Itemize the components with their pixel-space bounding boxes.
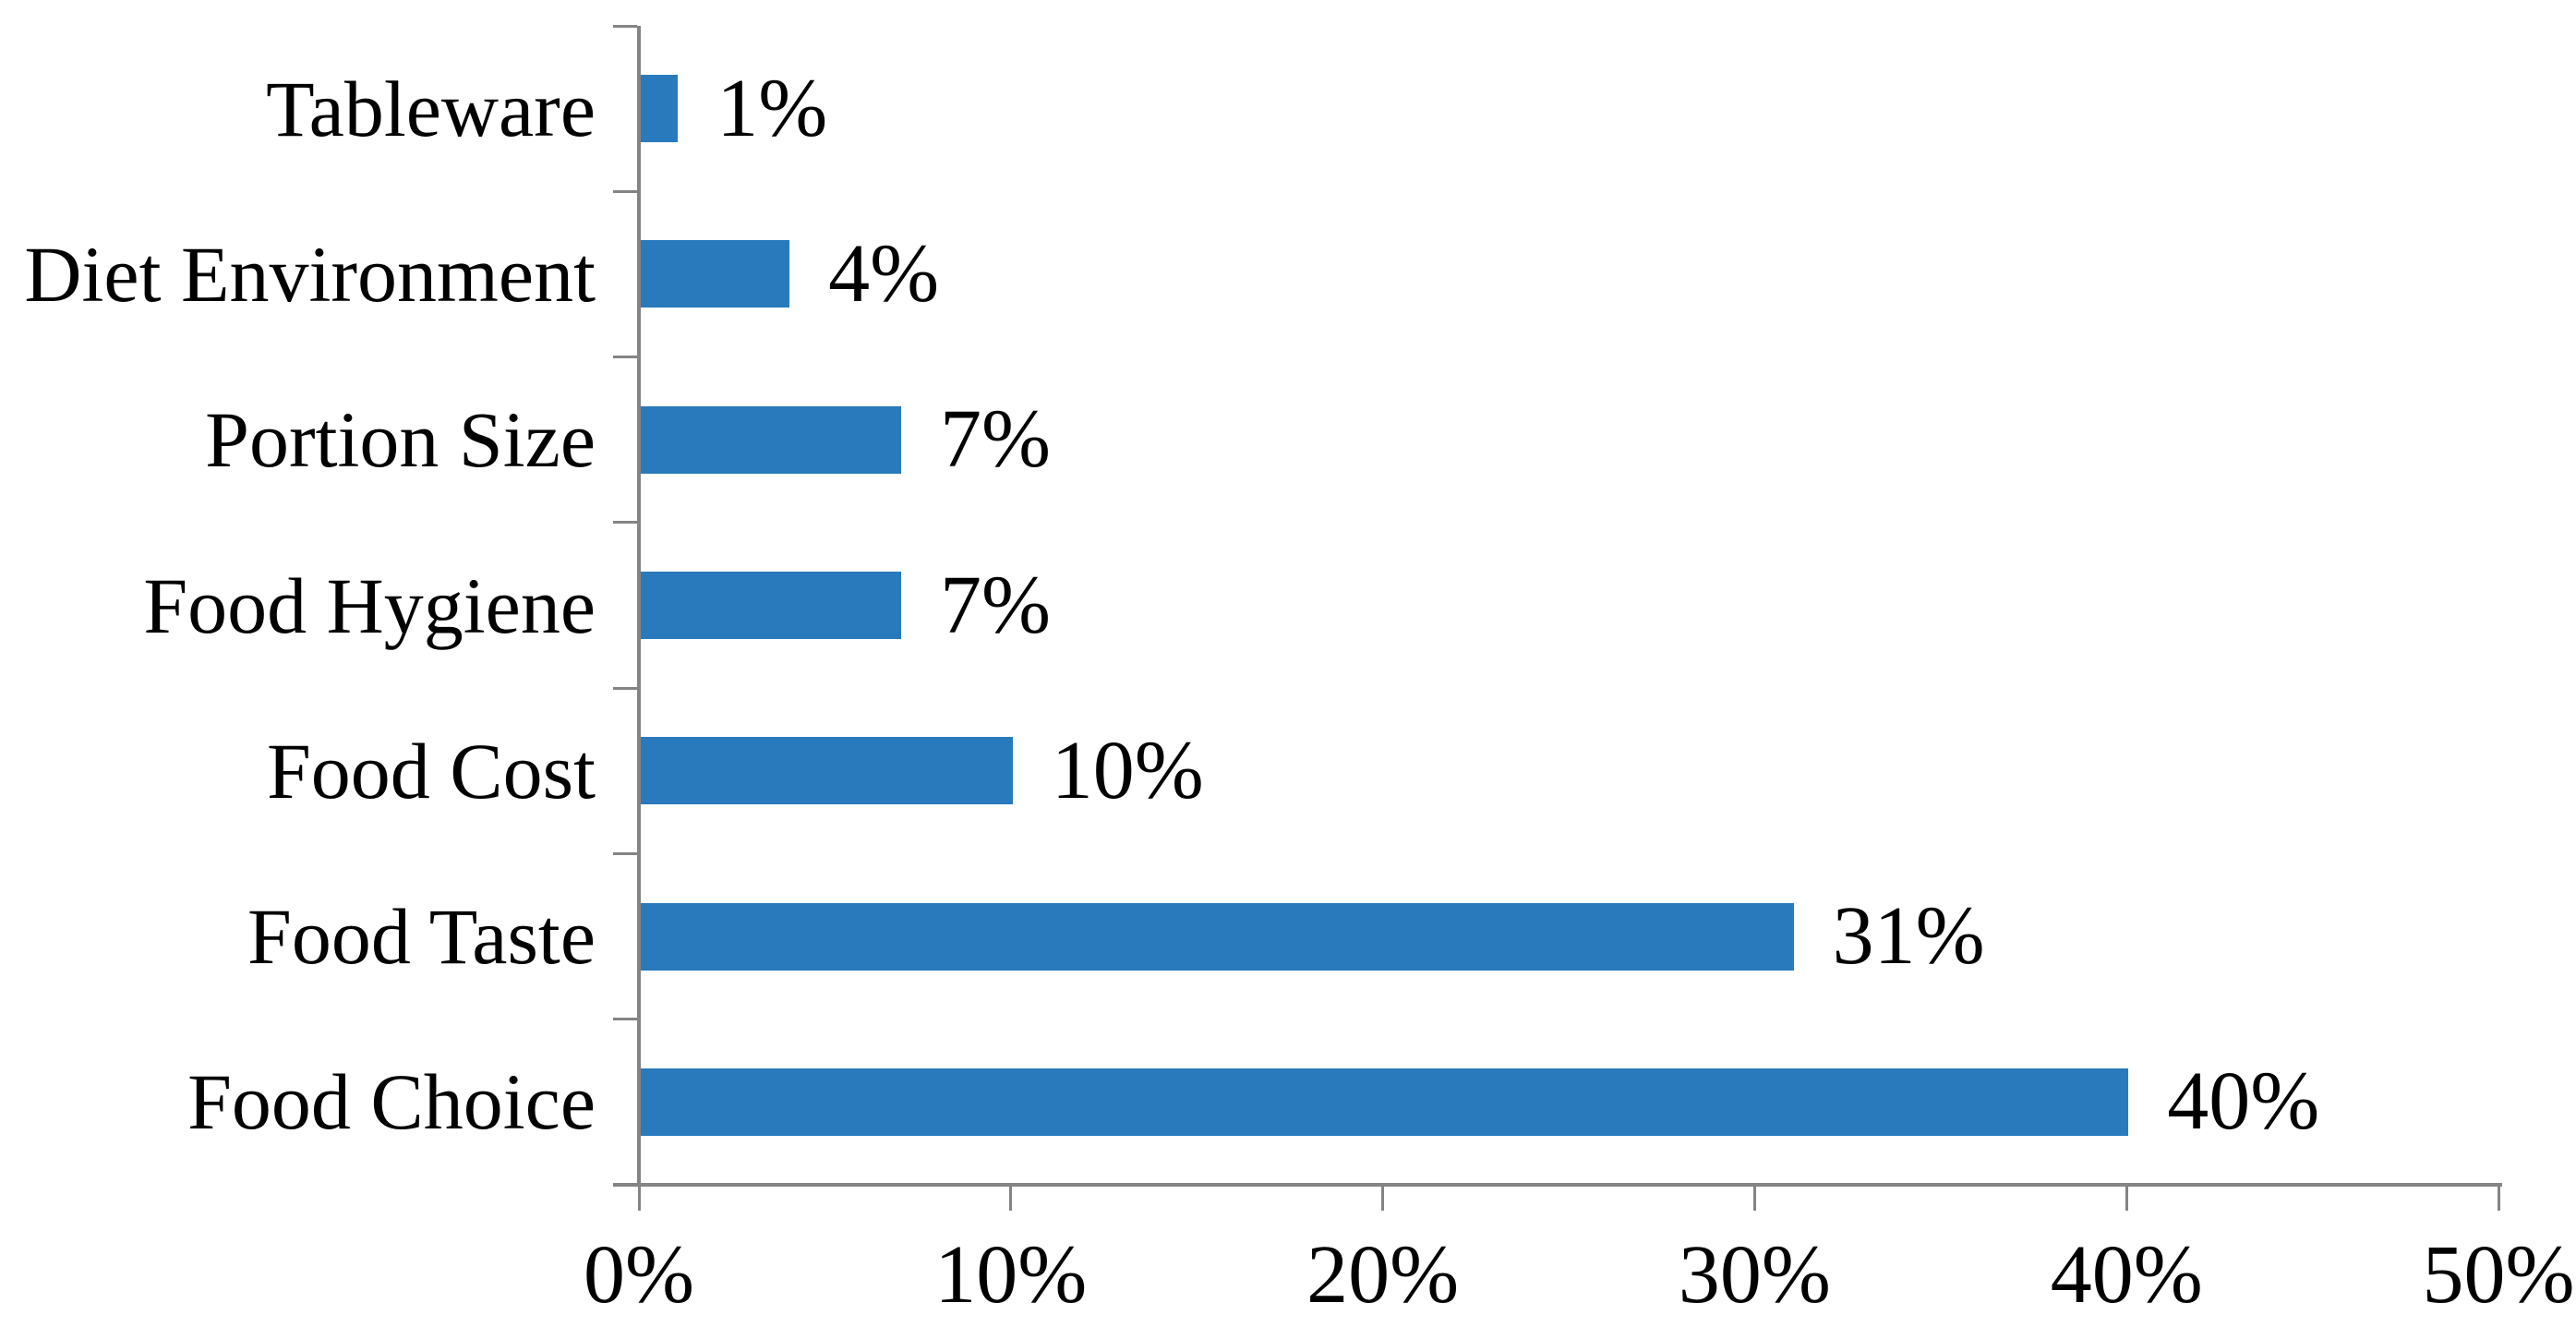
value-label: 7% bbox=[939, 559, 1051, 651]
category-label: Portion Size bbox=[205, 395, 596, 485]
value-label: 31% bbox=[1832, 890, 1985, 983]
bar bbox=[641, 240, 790, 308]
category-label: Food Cost bbox=[266, 726, 596, 815]
y-axis-tick bbox=[613, 1183, 637, 1187]
value-label: 7% bbox=[939, 393, 1051, 486]
bar bbox=[641, 902, 1794, 971]
value-label: 40% bbox=[2167, 1056, 2320, 1148]
x-axis-tick bbox=[637, 1187, 641, 1211]
bar bbox=[641, 572, 901, 639]
y-axis-tick bbox=[613, 686, 637, 690]
x-tick-label: 20% bbox=[1306, 1229, 1460, 1321]
category-label: Food Taste bbox=[247, 892, 596, 982]
bar bbox=[641, 737, 1013, 805]
category-label: Food Hygiene bbox=[143, 561, 596, 650]
x-axis-tick bbox=[1752, 1187, 1756, 1211]
y-axis-tick bbox=[613, 1018, 637, 1021]
x-tick-label: 40% bbox=[2050, 1229, 2203, 1321]
value-label: 1% bbox=[716, 62, 828, 154]
x-axis-tick bbox=[1381, 1187, 1385, 1211]
value-label: 4% bbox=[828, 227, 940, 320]
category-label: Food Choice bbox=[187, 1057, 596, 1147]
y-axis-tick bbox=[613, 356, 637, 359]
x-tick-label: 10% bbox=[934, 1229, 1088, 1321]
x-axis-line bbox=[613, 1183, 2502, 1187]
bar bbox=[641, 405, 901, 474]
y-axis-line bbox=[637, 26, 641, 1187]
x-axis-tick bbox=[2497, 1187, 2500, 1211]
y-axis-tick bbox=[613, 189, 637, 193]
x-tick-label: 0% bbox=[584, 1229, 694, 1321]
y-axis-tick bbox=[613, 24, 637, 28]
y-axis-tick bbox=[613, 851, 637, 855]
x-tick-label: 50% bbox=[2422, 1229, 2575, 1321]
category-label: Tableware bbox=[266, 64, 596, 153]
bar bbox=[641, 75, 679, 143]
category-label: Diet Environment bbox=[24, 229, 596, 319]
y-axis-tick bbox=[613, 521, 637, 525]
bar bbox=[641, 1068, 2129, 1136]
x-tick-label: 30% bbox=[1678, 1229, 1831, 1321]
x-axis-tick bbox=[1009, 1187, 1013, 1211]
value-label: 10% bbox=[1051, 724, 1204, 816]
x-axis-tick bbox=[2125, 1187, 2128, 1211]
